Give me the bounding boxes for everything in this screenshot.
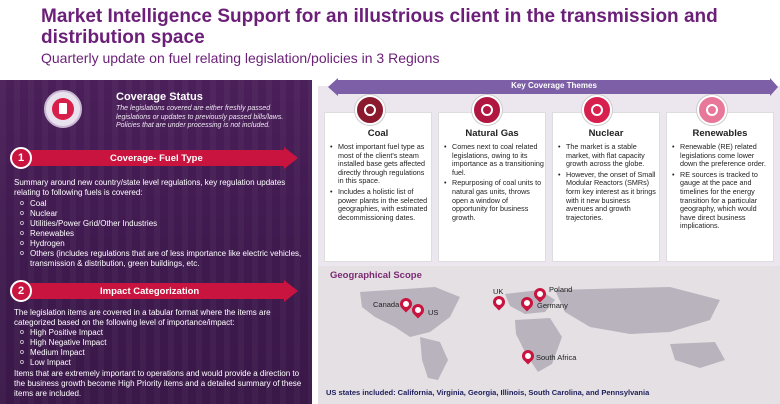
list-item: Renewable (RE) related legislations come…: [672, 142, 772, 169]
coverage-status-badge: [44, 90, 82, 128]
section2-intro: The legislation items are covered in a t…: [14, 308, 271, 327]
list-item: Most important fuel type as most of the …: [330, 142, 430, 186]
label-south-africa: South Africa: [536, 353, 577, 362]
theme-card-title: Nuclear: [588, 128, 624, 139]
section2-bar: [24, 280, 298, 302]
list-item: Medium Impact: [20, 348, 305, 358]
list-item: RE sources is tracked to gauge at the pa…: [672, 170, 772, 231]
theme-card-bullets: Comes next to coal related legislations,…: [444, 142, 544, 224]
list-item: Coal: [20, 199, 305, 209]
theme-card-title: Natural Gas: [465, 128, 519, 139]
document-icon: [52, 98, 74, 120]
themes-label: Key Coverage Themes: [511, 81, 597, 90]
label-us: US: [428, 308, 439, 317]
list-item: Low Impact: [20, 358, 305, 368]
section1-label: Coverage- Fuel Type: [110, 153, 203, 164]
list-item: High Positive Impact: [20, 328, 305, 338]
list-item: However, the onset of Small Modular Reac…: [558, 170, 658, 223]
world-map: [360, 287, 725, 380]
list-item: The market is a stable market, with flat…: [558, 142, 658, 169]
coal-cart-icon: [355, 95, 385, 125]
list-item: Renewables: [20, 229, 305, 239]
themes-banner: Key Coverage Themes: [328, 78, 778, 96]
atom-icon: [582, 95, 612, 125]
list-item: High Negative Impact: [20, 338, 305, 348]
section1-number: 1: [10, 147, 32, 169]
label-uk: UK: [493, 287, 504, 296]
theme-card-bullets: Most important fuel type as most of the …: [330, 142, 430, 224]
theme-card-title: Renewables: [692, 128, 748, 139]
coverage-status-title: Coverage Status: [116, 91, 203, 103]
theme-card-bullets: The market is a stable market, with flat…: [558, 142, 658, 224]
fuel-type-list: Coal Nuclear Utilities/Power Grid/Other …: [20, 199, 305, 269]
theme-card-title: Coal: [367, 128, 389, 139]
geo-title: Geographical Scope: [330, 270, 422, 281]
renewable-icon: [697, 95, 727, 125]
theme-card-bullets: Renewable (RE) related legislations come…: [672, 142, 772, 233]
list-item: Repurposing of coal units to natural gas…: [444, 179, 544, 222]
section2-number: 2: [10, 280, 32, 302]
label-poland: Poland: [549, 285, 573, 294]
coverage-status-text: The legislations covered are either fres…: [116, 105, 284, 129]
list-item: Comes next to coal related legislations,…: [444, 142, 544, 177]
impact-list: High Positive Impact High Negative Impac…: [20, 328, 305, 368]
list-item: Utilities/Power Grid/Other Industries: [20, 219, 305, 229]
page-title: Market Intelligence Support for an illus…: [41, 6, 718, 48]
label-germany: Germany: [537, 301, 568, 310]
page-subtitle: Quarterly update on fuel relating legisl…: [41, 50, 440, 66]
section1-intro: Summary around new country/state level r…: [14, 178, 286, 197]
list-item: Others (includes regulations that are of…: [20, 249, 305, 269]
gas-plant-icon: [472, 95, 502, 125]
section2-label: Impact Categorization: [100, 286, 200, 297]
label-canada: Canada: [373, 300, 400, 309]
list-item: Nuclear: [20, 209, 305, 219]
list-item: Hydrogen: [20, 239, 305, 249]
list-item: Includes a holistic list of power plants…: [330, 187, 430, 222]
section1-bar: [24, 147, 298, 169]
us-states-note: US states included: California, Virginia…: [326, 388, 650, 397]
section2-outro: Items that are extremely important to op…: [14, 369, 302, 398]
